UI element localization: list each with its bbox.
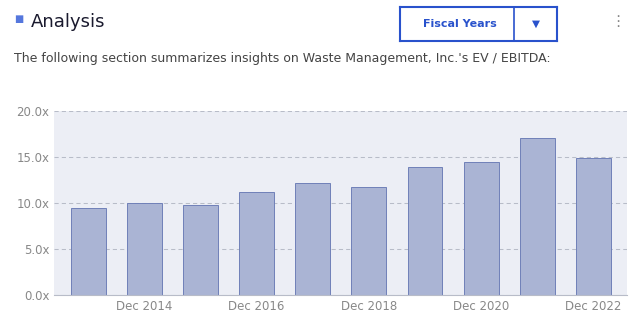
Bar xyxy=(576,158,611,295)
Bar xyxy=(127,203,162,295)
Bar xyxy=(408,167,442,295)
Bar xyxy=(239,192,274,295)
Bar xyxy=(464,162,499,295)
Bar xyxy=(520,138,555,295)
Text: ■: ■ xyxy=(14,14,23,24)
Text: ▼: ▼ xyxy=(532,19,540,29)
Bar xyxy=(351,187,387,295)
Bar xyxy=(70,208,106,295)
Bar xyxy=(295,183,330,295)
Text: Fiscal Years: Fiscal Years xyxy=(422,19,497,29)
Text: Analysis: Analysis xyxy=(31,13,105,31)
Text: The following section summarizes insights on Waste Management, Inc.'s EV / EBITD: The following section summarizes insight… xyxy=(14,52,550,65)
Bar xyxy=(183,205,218,295)
Text: ⋮: ⋮ xyxy=(610,14,625,29)
